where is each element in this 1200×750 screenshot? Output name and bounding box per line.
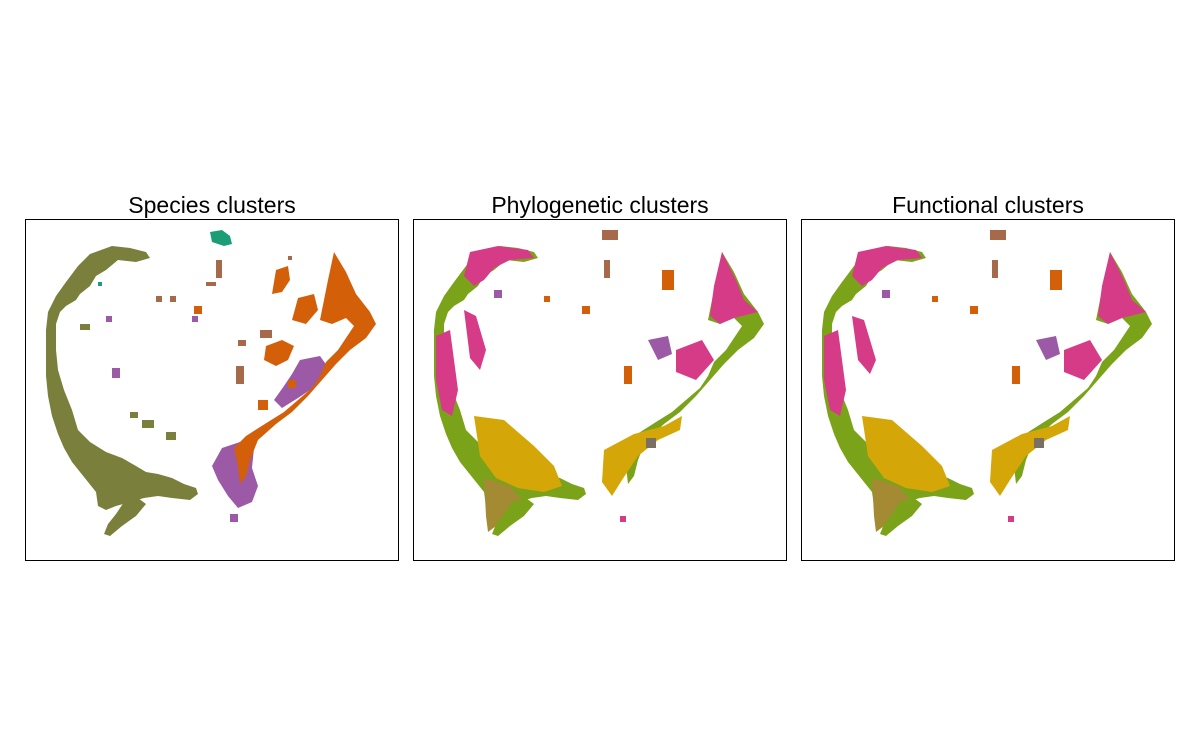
cluster-cell	[194, 306, 202, 314]
cluster-region-purple	[648, 336, 672, 360]
species-cluster-map	[25, 219, 399, 561]
cluster-cell	[112, 368, 120, 378]
species-cluster-map-svg	[46, 230, 376, 536]
cluster-region-east-gold	[602, 416, 682, 496]
cluster-cell	[602, 230, 618, 240]
cluster-cell	[1034, 438, 1044, 448]
cluster-region-orange-mid	[264, 340, 294, 366]
cluster-region-gold	[862, 416, 950, 492]
cluster-region-khaki	[484, 478, 524, 532]
cluster-cell	[260, 330, 272, 338]
cluster-region-east-purple	[274, 356, 330, 408]
functional-cluster-map-svg	[822, 230, 1152, 536]
panel-title: Species clusters	[128, 192, 296, 218]
cluster-cell	[156, 296, 162, 302]
cluster-cell	[238, 340, 246, 346]
panel-title: Functional clusters	[892, 192, 1084, 218]
cluster-cell	[288, 380, 296, 388]
cluster-region-east-magenta-2	[1064, 340, 1102, 380]
cluster-cell	[582, 306, 590, 314]
cluster-region-north-island	[210, 230, 232, 246]
phylogenetic-cluster-map-svg	[434, 230, 764, 536]
cluster-cell	[288, 256, 292, 260]
cluster-cell	[170, 296, 176, 302]
cluster-region-purple	[1036, 336, 1060, 360]
phylogenetic-cluster-map	[413, 219, 787, 561]
cluster-cell	[646, 438, 656, 448]
panel-title: Phylogenetic clusters	[491, 192, 709, 218]
cluster-region-inner-magenta	[852, 316, 876, 374]
cluster-cell	[106, 316, 112, 322]
cluster-cell	[544, 296, 550, 302]
cluster-cell	[662, 270, 674, 290]
cluster-region-northwest-magenta	[464, 246, 534, 286]
cluster-region-southwest	[492, 498, 534, 536]
cluster-cell	[620, 516, 626, 522]
cluster-region-orange-n2	[292, 294, 318, 324]
cluster-cell	[258, 400, 268, 410]
cluster-region-east-orange	[234, 252, 376, 484]
cluster-region-east-gold	[990, 416, 1070, 496]
cluster-region-west	[46, 246, 198, 510]
cluster-region-west	[822, 246, 974, 510]
cluster-cell	[624, 366, 632, 384]
cluster-region-inner-magenta	[464, 310, 486, 370]
cluster-region-khaki	[872, 478, 912, 532]
cluster-cell	[192, 316, 198, 322]
cluster-cell	[932, 296, 938, 302]
cluster-cell	[80, 324, 90, 330]
phylogenetic-clusters-panel: Phylogenetic clusters	[413, 190, 787, 562]
cluster-cell	[166, 432, 176, 440]
cluster-cell	[882, 290, 890, 298]
cluster-cell	[142, 420, 154, 428]
cluster-cell	[236, 366, 244, 384]
cluster-region-west	[434, 246, 586, 510]
cluster-region-southwest	[104, 498, 146, 536]
cluster-cell	[1012, 366, 1020, 384]
cluster-cell	[970, 306, 978, 314]
cluster-region-west-magenta	[824, 330, 846, 416]
cluster-cell	[1050, 270, 1062, 290]
cluster-region-orange-north	[272, 266, 290, 294]
cluster-region-east-magenta	[710, 252, 758, 324]
cluster-region-southwest	[880, 498, 922, 536]
functional-clusters-panel: Functional clusters	[801, 190, 1175, 562]
cluster-cell	[604, 260, 610, 278]
cluster-cell	[130, 412, 138, 418]
cluster-cell	[230, 514, 238, 522]
cluster-region-east-magenta	[1098, 252, 1146, 324]
cluster-cell	[1008, 516, 1014, 522]
cluster-cell	[98, 282, 102, 286]
cluster-cell	[494, 290, 502, 298]
cluster-region-east-magenta-2	[676, 340, 714, 380]
cluster-cell	[216, 260, 222, 278]
cluster-cell	[206, 282, 216, 286]
cluster-cell	[992, 260, 998, 278]
cluster-region-west-magenta	[436, 330, 458, 416]
cluster-region-northwest-magenta	[852, 246, 922, 286]
functional-cluster-map	[801, 219, 1175, 561]
species-clusters-panel: Species clusters	[25, 190, 399, 562]
cluster-region-gold	[474, 416, 562, 492]
cluster-cell	[990, 230, 1006, 240]
